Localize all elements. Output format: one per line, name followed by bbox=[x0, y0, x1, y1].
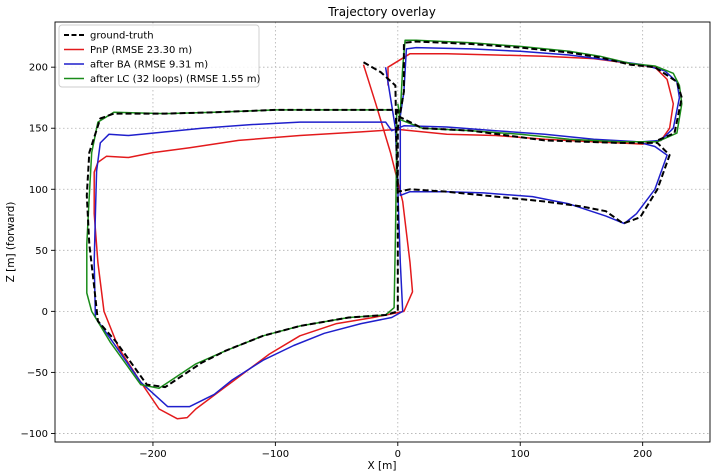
x-tick-label: −200 bbox=[139, 449, 166, 460]
series-line-after-lc-32-loops-rmse-1-55-m bbox=[86, 39, 683, 390]
y-tick-label: 50 bbox=[35, 246, 48, 257]
x-tick-label: −100 bbox=[262, 449, 289, 460]
legend-label: ground-truth bbox=[90, 31, 154, 42]
y-tick-label: 100 bbox=[29, 185, 48, 196]
y-tick-label: 200 bbox=[29, 63, 48, 74]
legend-label: after BA (RMSE 9.31 m) bbox=[90, 60, 208, 71]
y-tick-label: 150 bbox=[29, 124, 48, 135]
series-line-ground-truth bbox=[85, 40, 683, 389]
y-tick-label: −100 bbox=[21, 429, 48, 440]
axes-frame bbox=[54, 21, 711, 443]
chart-title: Trajectory overlay bbox=[327, 5, 436, 19]
y-tick-label: 0 bbox=[42, 307, 48, 318]
legend: ground-truth PnP (RMSE 23.30 m) after BA (… bbox=[58, 24, 261, 88]
y-axis-label: Z [m] (forward) bbox=[5, 202, 17, 283]
x-tick-label: 0 bbox=[395, 449, 401, 460]
plot-area bbox=[85, 39, 683, 420]
legend-label: PnP (RMSE 23.30 m) bbox=[90, 45, 192, 56]
y-axis-ticks: −100 −50 0 50 100 150 200 bbox=[21, 63, 55, 440]
x-axis-label: X [m] bbox=[368, 460, 397, 472]
x-axis-ticks: −200 −100 0 100 200 bbox=[139, 442, 652, 460]
series-line-after-ba-rmse-9-31-m bbox=[93, 46, 681, 408]
x-tick-label: 100 bbox=[511, 449, 530, 460]
x-tick-label: 200 bbox=[633, 449, 652, 460]
legend-label: after LC (32 loops) (RMSE 1.55 m) bbox=[90, 74, 261, 85]
y-tick-label: −50 bbox=[27, 368, 48, 379]
legend-box bbox=[58, 24, 260, 88]
